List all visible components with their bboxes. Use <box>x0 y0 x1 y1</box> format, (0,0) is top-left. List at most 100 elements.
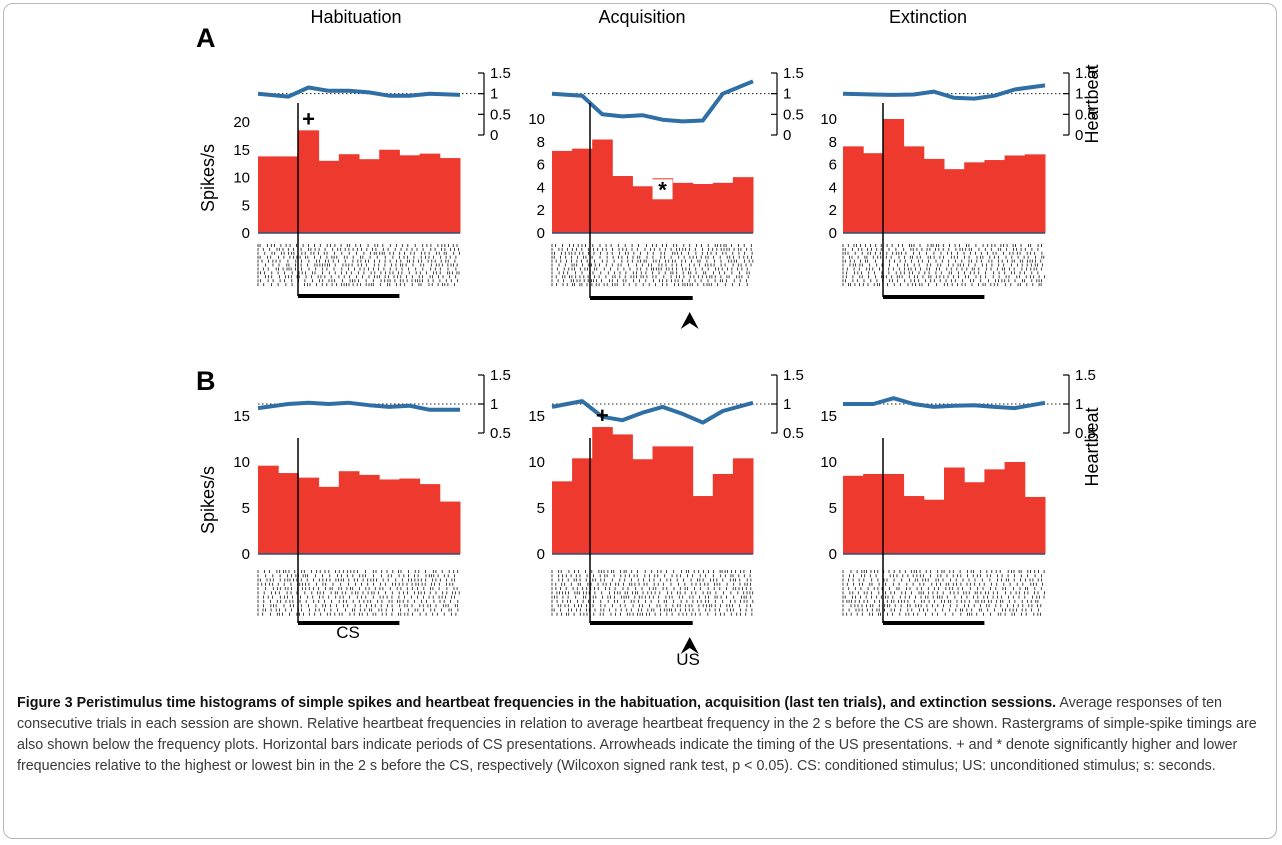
histogram-bar <box>944 467 965 554</box>
spikes-tick-label: 10 <box>233 170 250 187</box>
histogram-bar <box>1004 155 1026 233</box>
heartbeat-series-line <box>257 400 460 412</box>
spikes-tick-label: 2 <box>537 202 545 219</box>
histogram-bar <box>984 469 1006 554</box>
histogram-bar <box>439 501 461 554</box>
spikes-tick-label: 10 <box>820 111 837 128</box>
spikes-tick-label: 15 <box>528 408 545 425</box>
spikes-axis-label-a: Spikes/s <box>198 144 218 212</box>
spikes-tick-label: 6 <box>537 157 545 174</box>
histogram-bar <box>419 484 441 554</box>
us-arrowhead <box>680 637 699 654</box>
figure-caption: Figure 3 Peristimulus time histograms of… <box>17 693 1269 777</box>
figure-frame <box>3 3 1277 839</box>
histogram-bar <box>692 496 714 554</box>
histogram-bar <box>419 153 441 233</box>
caption-body: Average responses of ten consecutive tri… <box>17 695 1257 774</box>
heartbeat-tick-label: 1.5 <box>1075 65 1096 82</box>
spikes-tick-label: 15 <box>820 408 837 425</box>
heartbeat-axis-label-b: Heartbeat <box>1082 407 1102 486</box>
heartbeat-tick-label: 0 <box>1075 127 1083 144</box>
histogram-bar <box>712 473 734 554</box>
heartbeat-tick-label: 1.5 <box>1075 367 1096 384</box>
histogram-bar <box>399 478 421 554</box>
histogram-bar <box>298 477 320 554</box>
cs-period-bar <box>590 621 693 625</box>
heartbeat-tick-label: 1 <box>490 86 498 103</box>
cs-period-bar <box>883 295 985 299</box>
spikes-tick-label: 15 <box>233 142 250 159</box>
histogram-bar <box>338 154 360 233</box>
cs-period-bar <box>883 621 985 625</box>
cs-period-bar <box>298 621 400 625</box>
histogram-bar <box>672 182 694 233</box>
heartbeat-tick-label: 1 <box>783 86 791 103</box>
cs-period-bar <box>590 296 693 300</box>
histogram-bar <box>1004 462 1026 554</box>
spikes-tick-label: 5 <box>242 500 250 517</box>
spikes-tick-label: 0 <box>537 225 545 242</box>
heartbeat-tick-label: 1.5 <box>783 65 804 82</box>
histogram-bar <box>632 186 653 233</box>
histogram-bar <box>652 446 674 554</box>
spikes-axis-label-b: Spikes/s <box>198 466 218 534</box>
spikes-tick-label: 4 <box>537 179 545 196</box>
histogram-bar <box>552 150 573 233</box>
spikes-tick-label: 10 <box>820 454 837 471</box>
figure-graphic: A B Habituation Acquisition Extinction S… <box>196 7 1102 669</box>
spikes-tick-label: 5 <box>537 500 545 517</box>
histogram-bar <box>278 473 299 554</box>
histogram-bar <box>612 434 633 554</box>
histogram-bar <box>278 156 299 233</box>
histogram-bar <box>592 139 613 233</box>
histogram-bar <box>359 159 380 233</box>
spikes-tick-label: 0 <box>829 546 837 563</box>
histogram-bar <box>883 473 905 554</box>
column-title-habituation: Habituation <box>310 7 401 27</box>
spikes-tick-label: 8 <box>829 134 837 151</box>
spikes-tick-label: 0 <box>537 546 545 563</box>
panel-label-a: A <box>196 23 216 53</box>
histogram-bar <box>258 156 279 233</box>
heartbeat-tick-label: 0.5 <box>1075 425 1096 442</box>
histogram-bar <box>732 177 754 233</box>
heartbeat-tick-label: 0.5 <box>783 106 804 123</box>
heartbeat-tick-label: 0.5 <box>490 425 511 442</box>
spikes-tick-label: 0 <box>829 225 837 242</box>
heartbeat-tick-label: 1 <box>783 396 791 413</box>
spikes-tick-label: 2 <box>829 202 837 219</box>
histogram-bar <box>944 169 965 233</box>
histogram-bar <box>632 459 653 554</box>
star-marker: * <box>658 177 667 202</box>
plus-marker: + <box>596 403 609 428</box>
histogram-bar <box>379 149 400 233</box>
spikes-tick-label: 8 <box>537 134 545 151</box>
histogram-bar <box>1024 496 1046 554</box>
histogram-bar <box>572 148 593 233</box>
column-title-acquisition: Acquisition <box>598 7 685 27</box>
spikes-tick-label: 10 <box>233 454 250 471</box>
plot-area: 0510152000.511.5+024681000.511.5*0246810… <box>233 65 1096 654</box>
cs-label: CS <box>336 623 360 642</box>
heartbeat-series-line <box>842 83 1046 101</box>
histogram-bar <box>572 458 593 554</box>
histogram-bar <box>359 474 380 554</box>
panel-label-b: B <box>196 366 216 396</box>
heartbeat-tick-label: 1 <box>1075 86 1083 103</box>
histogram-bar <box>712 182 734 233</box>
spikes-tick-label: 5 <box>829 500 837 517</box>
heartbeat-tick-label: 1.5 <box>490 367 511 384</box>
histogram-bar <box>843 475 864 554</box>
spikes-tick-label: 15 <box>233 408 250 425</box>
heartbeat-tick-label: 0.5 <box>1075 106 1096 123</box>
histogram-bar <box>379 479 400 554</box>
caption-title: Figure 3 Peristimulus time histograms of… <box>17 695 1057 711</box>
histogram-bar <box>399 155 421 233</box>
heartbeat-tick-label: 1 <box>1075 396 1083 413</box>
histogram-bar <box>592 427 613 554</box>
histogram-bar <box>612 176 633 233</box>
heartbeat-series-line <box>843 396 1046 411</box>
histogram-bar <box>923 499 945 554</box>
spikes-tick-label: 4 <box>829 179 837 196</box>
column-title-extinction: Extinction <box>889 7 967 27</box>
